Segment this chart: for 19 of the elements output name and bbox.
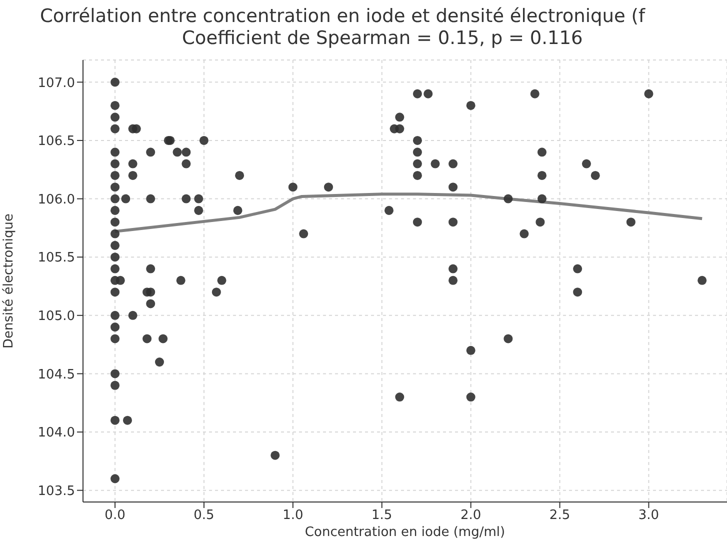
x-tick-label: 0.5 — [194, 508, 214, 524]
chart-subtitle: Coefficient de Spearman = 0.15, p = 0.116 — [181, 28, 584, 50]
x-tick-label: 2.5 — [549, 508, 570, 524]
y-tick-label: 107.0 — [38, 76, 75, 91]
y-tick-label: 106.5 — [38, 134, 75, 150]
y-tick-label: 105.5 — [38, 250, 75, 266]
y-tick-label: 105.0 — [38, 309, 75, 324]
x-tick-label: 1.0 — [282, 508, 304, 524]
y-axis-title: Densité électronique — [2, 213, 17, 349]
y-tick-label: 106.0 — [38, 192, 75, 208]
chart-title: Corrélation entre concentration en iode et densité électronique (f — [40, 6, 646, 28]
x-tick-label: 2.0 — [460, 508, 482, 524]
x-axis-title: Concentration en iode (mg/ml) — [304, 525, 506, 540]
y-tick-label: 103.5 — [38, 484, 75, 499]
x-tick-label: 0.0 — [104, 508, 126, 524]
x-tick-label: 1.5 — [372, 508, 392, 524]
x-tick-label: 3.0 — [638, 508, 660, 524]
y-tick-label: 104.0 — [38, 426, 75, 441]
y-tick-label: 104.5 — [38, 367, 75, 382]
